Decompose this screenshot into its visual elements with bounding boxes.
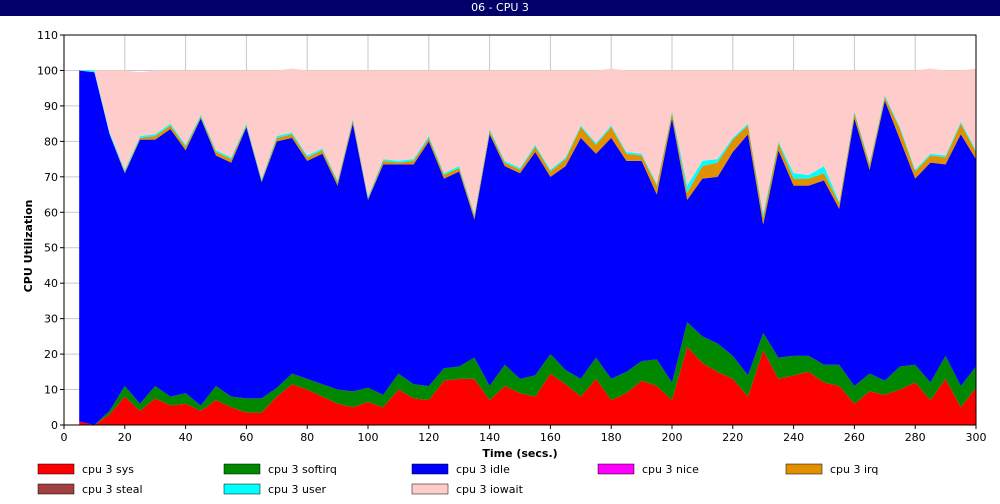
x-tick-label: 100 xyxy=(358,431,379,444)
x-tick-label: 60 xyxy=(239,431,253,444)
legend-item: cpu 3 steal xyxy=(37,483,143,496)
plot-frame xyxy=(63,34,977,426)
series-area-3 xyxy=(79,70,976,426)
legend-swatch xyxy=(785,463,823,475)
x-axis-ticks: 0 20 40 60 80 100 120 140 160 180 200 220 240 260 280 3… xyxy=(61,425,987,444)
series-area-2 xyxy=(79,322,976,425)
y-tick-label: 50 xyxy=(44,242,58,255)
x-tick-label: 20 xyxy=(118,431,132,444)
y-tick-label: 20 xyxy=(44,348,58,361)
y-tick-label: 70 xyxy=(44,171,58,184)
y-axis-ticks: 0 10 20 30 40 50 60 70 80 90 100 110 xyxy=(37,29,64,432)
x-tick-label: 180 xyxy=(601,431,622,444)
x-tick-label: 120 xyxy=(418,431,439,444)
legend-swatch xyxy=(411,483,449,495)
x-tick-label: 40 xyxy=(179,431,193,444)
legend-label: cpu 3 sys xyxy=(82,463,134,476)
legend-label: cpu 3 nice xyxy=(642,463,699,476)
y-tick-label: 90 xyxy=(44,100,58,113)
y-tick-label: 100 xyxy=(37,64,58,77)
x-tick-label: 220 xyxy=(722,431,743,444)
legend-item: cpu 3 sys xyxy=(37,463,134,476)
x-axis-label: Time (secs.) xyxy=(482,447,557,460)
x-tick-label: 240 xyxy=(783,431,804,444)
series-area-1 xyxy=(79,347,976,425)
plot-area xyxy=(63,34,977,426)
legend-swatch xyxy=(597,463,635,475)
legend-label: cpu 3 steal xyxy=(82,483,143,496)
y-tick-label: 0 xyxy=(51,419,58,432)
legend-item: cpu 3 idle xyxy=(411,463,510,476)
x-tick-label: 0 xyxy=(61,431,68,444)
x-tick-label: 300 xyxy=(966,431,987,444)
x-tick-label: 80 xyxy=(300,431,314,444)
legend-item: cpu 3 user xyxy=(223,483,326,496)
legend-swatch xyxy=(223,483,261,495)
x-tick-label: 260 xyxy=(844,431,865,444)
legend-label: cpu 3 irq xyxy=(830,463,878,476)
window-title: 06 - CPU 3 xyxy=(0,0,1000,16)
x-tick-label: 160 xyxy=(540,431,561,444)
legend: cpu 3 sys cpu 3 softirq cpu 3 idle cpu 3 ni… xyxy=(37,463,878,496)
x-tick-label: 280 xyxy=(905,431,926,444)
series-area-8 xyxy=(79,68,976,215)
y-tick-label: 40 xyxy=(44,277,58,290)
y-tick-label: 80 xyxy=(44,135,58,148)
legend-label: cpu 3 user xyxy=(268,483,326,496)
legend-label: cpu 3 idle xyxy=(456,463,510,476)
y-tick-label: 60 xyxy=(44,206,58,219)
legend-label: cpu 3 iowait xyxy=(456,483,524,496)
series-areas xyxy=(79,68,976,426)
legend-swatch xyxy=(37,483,75,495)
y-tick-label: 30 xyxy=(44,313,58,326)
legend-item: cpu 3 softirq xyxy=(223,463,337,476)
legend-label: cpu 3 softirq xyxy=(268,463,337,476)
y-tick-label: 10 xyxy=(44,384,58,397)
legend-item: cpu 3 irq xyxy=(785,463,878,476)
legend-swatch xyxy=(411,463,449,475)
y-axis-label: CPU Utilization xyxy=(22,200,35,293)
legend-item: cpu 3 iowait xyxy=(411,483,524,496)
legend-item: cpu 3 nice xyxy=(597,463,699,476)
x-tick-label: 200 xyxy=(662,431,683,444)
legend-swatch xyxy=(223,463,261,475)
x-tick-label: 140 xyxy=(479,431,500,444)
y-tick-label: 110 xyxy=(37,29,58,42)
cpu-utilization-chart: 0 10 20 30 40 50 60 70 80 90 100 110 0 20 40 60 80 100 12… xyxy=(0,16,1000,504)
legend-swatch xyxy=(37,463,75,475)
